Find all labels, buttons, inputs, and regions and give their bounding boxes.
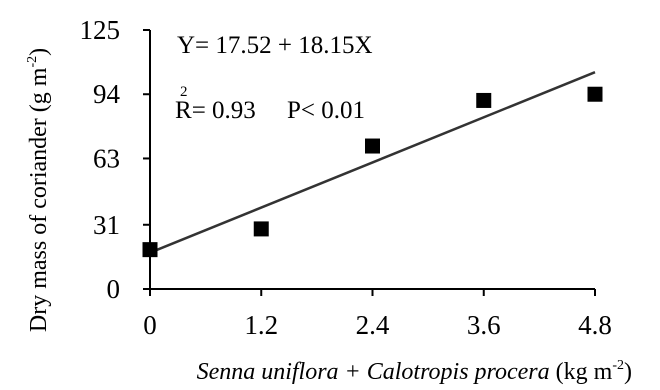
x-tick-label: 3.6 — [467, 310, 501, 340]
x-tick-label: 1.2 — [244, 310, 278, 340]
y-tick-label: 125 — [80, 15, 121, 45]
x-axis-title: Senna uniflora + Calotropis procera (kg … — [197, 358, 632, 385]
r-squared-label: R= 0.93 — [175, 97, 256, 124]
data-points — [142, 86, 603, 258]
x-axis-ticks: 0 1.2 2.4 3.6 4.8 — [143, 289, 612, 340]
regression-line — [149, 71, 596, 254]
x-tick-label: 0 — [143, 310, 157, 340]
x-tick-label: 2.4 — [356, 310, 390, 340]
data-point — [587, 86, 603, 102]
y-axis-title-text: Dry mass of coriander (g m — [26, 67, 52, 332]
y-tick-label: 63 — [93, 143, 120, 173]
data-point — [253, 221, 269, 237]
y-axis-title: Dry mass of coriander (g m-2) — [25, 48, 52, 332]
y-tick-label: 94 — [93, 79, 121, 109]
y-tick-label: 0 — [107, 274, 121, 304]
regression-equation: Y= 17.52 + 18.15X — [177, 32, 373, 59]
y-tick-label: 31 — [93, 210, 120, 240]
x-axis-title-unit: (kg m — [550, 359, 613, 385]
data-point — [365, 138, 380, 154]
r-letter: R — [175, 97, 192, 124]
x-axis-title-species: Senna uniflora + Calotropis procera — [197, 359, 550, 385]
y-axis-title-close: ) — [26, 48, 52, 56]
p-value: P< 0.01 — [287, 97, 365, 124]
x-tick-label: 4.8 — [578, 310, 612, 340]
x-axis-title-exponent: -2 — [612, 358, 624, 373]
axes: 0 31 63 94 125 0 1.2 2.4 3.6 4.8 — [80, 15, 612, 340]
r-squared-superscript: 2 — [180, 84, 188, 100]
data-point — [476, 92, 492, 108]
x-axis-title-close: ) — [624, 359, 632, 385]
y-axis-title-exponent: -2 — [25, 56, 40, 68]
svg-text:Dry mass of coriander (g m-2): Dry mass of coriander (g m-2) — [25, 48, 52, 332]
y-axis-ticks: 0 31 63 94 125 — [80, 15, 150, 304]
data-point — [142, 242, 158, 258]
r-squared-value: = 0.93 — [192, 97, 256, 124]
